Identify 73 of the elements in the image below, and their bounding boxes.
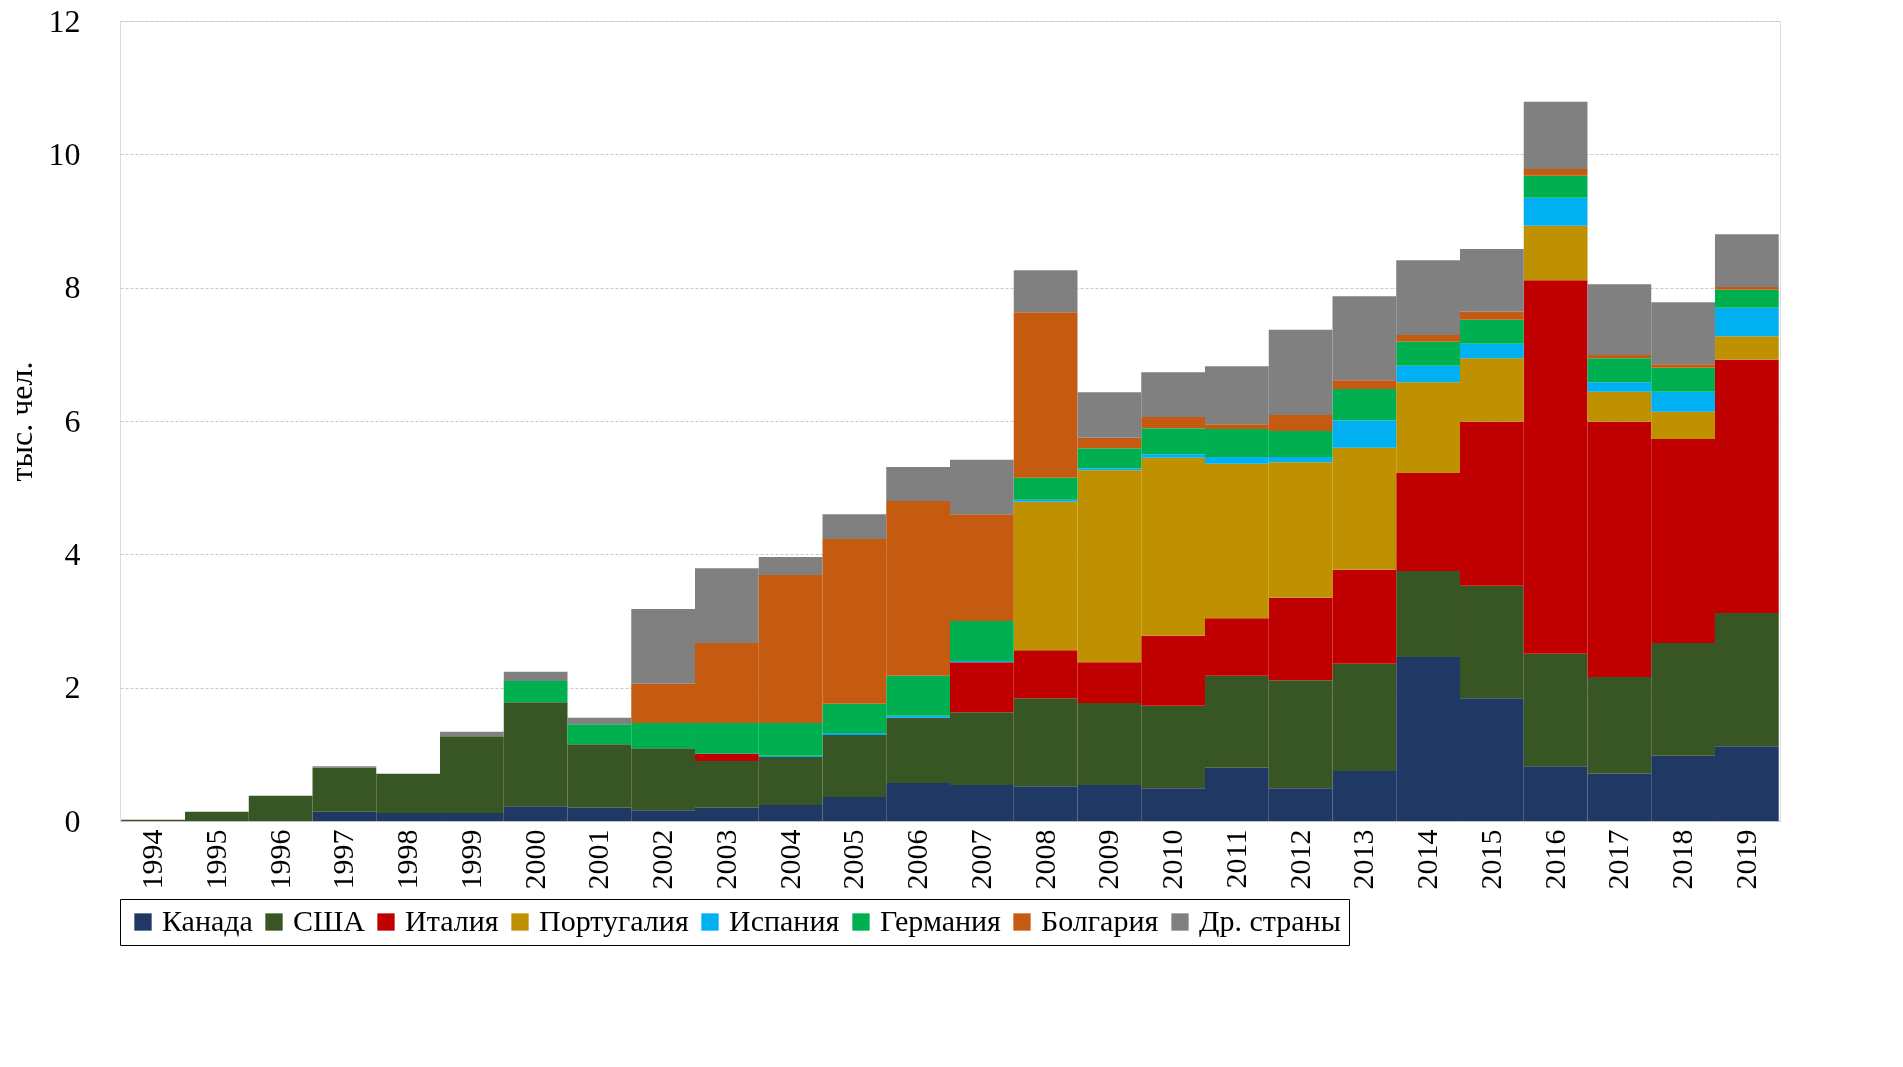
bar	[1396, 365, 1460, 383]
x-tick-label: 2019	[1728, 829, 1762, 890]
bar	[1332, 380, 1397, 389]
x-tick-label: 1995	[198, 829, 232, 890]
bar	[1714, 289, 1779, 308]
x-tick-label: 1999	[453, 829, 487, 890]
bar	[1587, 355, 1652, 359]
bar	[1077, 468, 1142, 471]
x-tick-label: 2008	[1027, 829, 1061, 890]
x-tick-label: 2015	[1473, 829, 1507, 890]
x-tick-label: 2006	[900, 829, 934, 890]
x-tick-label: 1994	[135, 829, 169, 890]
y-tick-label: 10	[48, 135, 81, 172]
y-tick-label: 2	[64, 669, 81, 706]
legend-label: США	[293, 904, 366, 937]
legend-label: Португалия	[539, 904, 689, 937]
x-tick-label: 1996	[262, 829, 296, 890]
y-axis-title: тыс. чел.	[2, 361, 39, 482]
x-tick-label: 2013	[1346, 829, 1380, 890]
legend-label: Италия	[405, 904, 499, 937]
x-tick-label: 2009	[1091, 829, 1125, 890]
bar	[1332, 420, 1397, 448]
legend-label: Германия	[880, 904, 1002, 937]
bar	[1332, 389, 1397, 421]
bar	[1651, 364, 1715, 368]
bar	[1013, 499, 1078, 502]
bar	[1013, 270, 1078, 313]
x-tick-label: 1997	[326, 829, 360, 890]
legend-label: Др. страны	[1199, 904, 1341, 937]
legend-label: Канада	[162, 904, 253, 937]
x-tick-label: 2004	[772, 829, 806, 890]
bar	[1714, 336, 1779, 360]
bar	[1714, 307, 1779, 337]
x-tick-label: 2002	[645, 829, 679, 890]
bar	[886, 715, 950, 718]
y-tick-label: 0	[64, 802, 81, 839]
bar	[1523, 175, 1588, 198]
bar	[1459, 311, 1524, 320]
bar	[1396, 335, 1460, 342]
bar	[503, 681, 568, 703]
x-tick-label: 2005	[836, 829, 870, 890]
bar	[1714, 287, 1779, 290]
x-tick-label: 2010	[1155, 829, 1189, 890]
x-tick-label: 2003	[708, 829, 742, 890]
bar	[1523, 225, 1588, 281]
bar	[1523, 197, 1588, 226]
bar	[1714, 234, 1779, 287]
y-tick-label: 6	[64, 402, 81, 439]
bar	[1523, 169, 1588, 176]
y-tick-label: 12	[48, 2, 81, 39]
legend-label: Болгария	[1041, 904, 1159, 937]
legend-label: Испания	[729, 904, 840, 937]
x-tick-label: 2000	[517, 829, 551, 890]
x-tick-label: 2016	[1537, 829, 1571, 890]
bar	[950, 621, 1014, 661]
x-tick-label: 2018	[1665, 829, 1699, 890]
x-tick-label: 2017	[1601, 829, 1635, 890]
y-tick-label: 8	[64, 269, 81, 306]
x-tick-label: 1998	[390, 829, 424, 890]
x-tick-label: 2011	[1218, 829, 1252, 889]
bar	[1651, 391, 1715, 412]
bar	[1523, 101, 1588, 169]
bar	[695, 753, 759, 761]
bar	[503, 671, 568, 681]
x-tick-label: 2014	[1410, 829, 1444, 890]
bar	[1459, 343, 1524, 359]
x-tick-label: 2001	[581, 829, 615, 890]
bar	[1013, 477, 1078, 500]
bar	[1587, 382, 1652, 392]
bar	[822, 514, 887, 539]
x-tick-label: 2007	[963, 829, 997, 890]
y-tick-label: 4	[64, 535, 81, 572]
x-tick-label: 2012	[1282, 829, 1316, 890]
